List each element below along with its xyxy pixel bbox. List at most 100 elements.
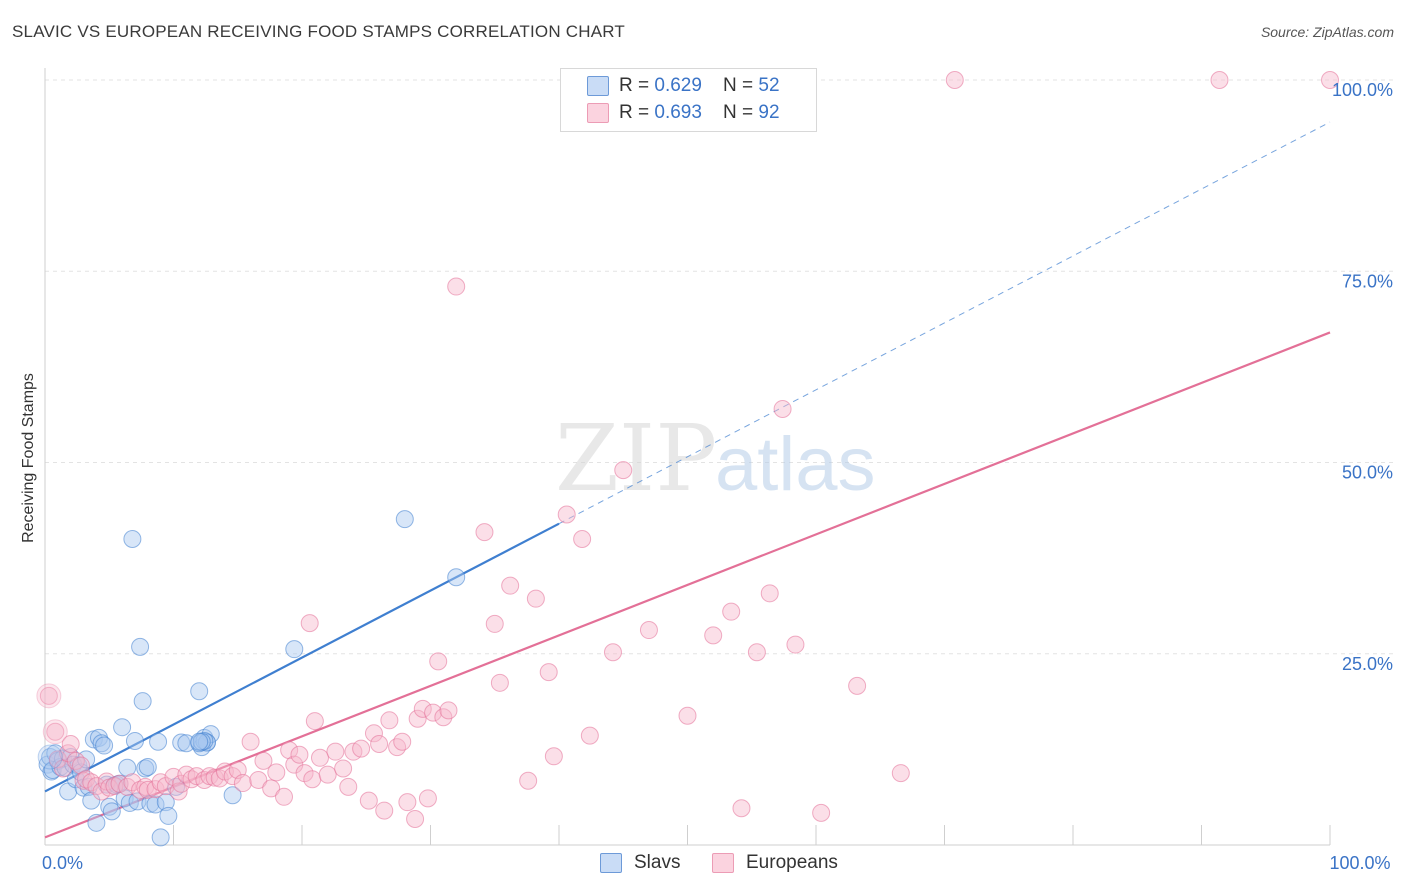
point-europeans	[485, 614, 504, 633]
point-europeans	[280, 741, 299, 760]
point-europeans	[1210, 71, 1229, 89]
point-europeans	[945, 71, 964, 89]
point-slavs	[159, 806, 178, 825]
point-europeans	[760, 584, 779, 603]
point-europeans	[352, 739, 371, 758]
point-europeans	[290, 745, 309, 764]
x-tick-label: 100.0%	[1329, 853, 1390, 873]
point-europeans	[48, 750, 67, 769]
watermark: ZIP atlas	[555, 405, 876, 512]
point-slavs	[190, 682, 209, 701]
point-europeans	[77, 770, 96, 789]
point-europeans	[732, 799, 751, 818]
point-slavs	[141, 794, 160, 813]
watermark-atlas: atlas	[715, 422, 876, 507]
point-europeans	[249, 770, 268, 789]
point-europeans	[580, 726, 599, 745]
point-europeans	[429, 652, 448, 671]
legend-item-europeans[interactable]: Europeans	[712, 852, 838, 874]
point-europeans	[300, 614, 319, 633]
point-slavs	[149, 732, 168, 751]
point-europeans	[557, 505, 576, 524]
point-slavs	[125, 731, 144, 750]
point-europeans	[380, 711, 399, 730]
n-label: N =	[723, 75, 759, 96]
point-slavs	[92, 734, 111, 753]
point-slavs	[447, 568, 466, 587]
point-europeans	[334, 759, 353, 778]
point-europeans	[393, 732, 412, 751]
point-europeans	[848, 676, 867, 695]
point-europeans	[418, 789, 437, 808]
point-slavs	[131, 637, 150, 656]
point-europeans	[475, 523, 494, 542]
point-europeans	[406, 809, 425, 828]
point-europeans	[375, 801, 394, 820]
watermark-zip: ZIP	[555, 405, 717, 512]
point-europeans	[46, 722, 65, 741]
point-slavs	[133, 692, 152, 711]
point-europeans	[339, 777, 358, 796]
tick-labels: 25.0% 50.0% 75.0% 100.0% 0.0% 100.0%	[42, 80, 1393, 873]
point-europeans	[1321, 71, 1339, 89]
legend-row-europeans: R = 0.693 N = 92	[587, 100, 780, 126]
point-europeans	[490, 673, 509, 692]
legend-swatch-slavs	[600, 853, 622, 873]
point-europeans	[398, 793, 417, 812]
y-axis-label: Receiving Food Stamps	[20, 373, 37, 543]
point-europeans	[42, 719, 68, 745]
point-europeans	[262, 779, 281, 798]
r-value-slavs: 0.629	[654, 75, 702, 96]
trend-line-slavs	[44, 522, 560, 793]
point-europeans	[318, 765, 337, 784]
legend-swatch-slavs	[587, 76, 609, 96]
legend-row-slavs: R = 0.629 N = 52	[587, 73, 780, 99]
point-europeans	[310, 748, 329, 767]
point-europeans	[182, 770, 201, 789]
point-europeans	[370, 735, 389, 754]
point-europeans	[87, 777, 106, 796]
point-europeans	[413, 699, 432, 718]
point-europeans	[388, 738, 407, 757]
legend-label-europeans: Europeans	[746, 852, 838, 873]
point-europeans	[408, 709, 427, 728]
x-tick-label: 0.0%	[42, 853, 83, 873]
point-slavs	[138, 757, 157, 776]
point-slavs	[285, 640, 304, 659]
point-europeans	[364, 724, 383, 743]
point-slavs	[151, 828, 170, 847]
point-slavs	[118, 758, 137, 777]
y-tick-label: 100.0%	[1332, 80, 1393, 100]
n-label: N =	[723, 102, 759, 123]
n-value-europeans: 92	[758, 102, 780, 123]
point-europeans	[424, 703, 443, 722]
point-europeans	[539, 663, 558, 682]
point-slavs	[123, 530, 142, 548]
point-europeans	[303, 770, 322, 789]
y-tick-label: 75.0%	[1342, 271, 1393, 291]
legend-label-slavs: Slavs	[634, 852, 681, 873]
gridlines	[45, 79, 1395, 655]
point-europeans	[359, 791, 378, 810]
correlation-legend: R = 0.629 N = 52 R = 0.693 N = 92	[560, 68, 817, 132]
point-europeans	[223, 767, 242, 786]
point-slavs	[82, 791, 101, 810]
chart-title: SLAVIC VS EUROPEAN RECEIVING FOOD STAMPS…	[12, 22, 625, 41]
point-europeans	[704, 626, 723, 645]
point-europeans	[326, 742, 345, 761]
r-label: R =	[619, 102, 655, 123]
point-europeans	[305, 712, 324, 731]
point-europeans	[678, 706, 697, 725]
point-europeans	[205, 768, 224, 787]
point-europeans	[36, 683, 62, 709]
point-europeans	[786, 635, 805, 654]
point-europeans	[603, 643, 622, 662]
r-value-europeans: 0.693	[654, 102, 702, 123]
point-europeans	[275, 787, 294, 806]
r-label: R =	[619, 75, 655, 96]
point-europeans	[747, 643, 766, 662]
n-value-slavs: 52	[758, 75, 780, 96]
point-europeans	[267, 763, 286, 782]
legend-swatch-europeans	[587, 103, 609, 123]
legend-item-slavs[interactable]: Slavs	[600, 852, 680, 874]
